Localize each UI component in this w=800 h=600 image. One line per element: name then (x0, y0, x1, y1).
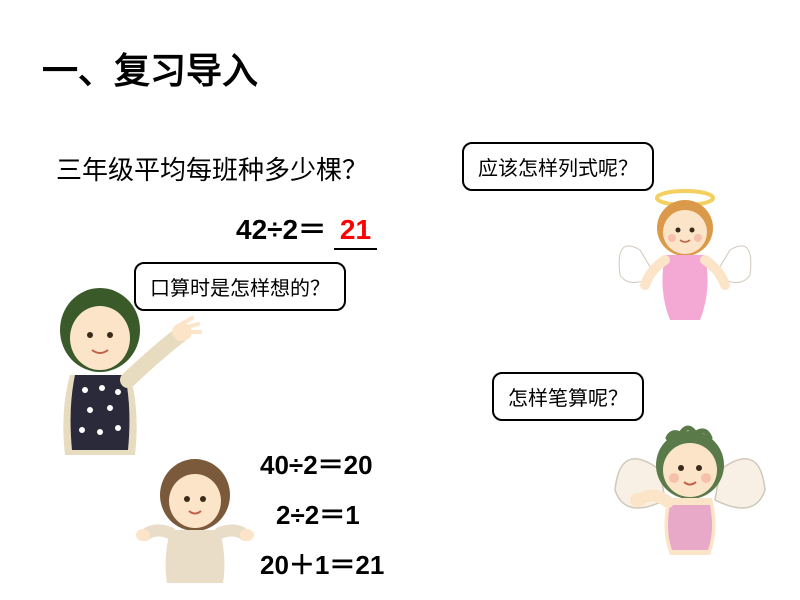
equation-expr: 42÷2＝ (236, 214, 326, 245)
fairy-top-character-icon (610, 180, 760, 330)
fairy-bottom-character-icon (610, 410, 770, 560)
step-line-1: 40÷2＝20 (260, 445, 373, 482)
teacher-character-icon (40, 280, 210, 460)
step-line-3: 20＋1＝21 (260, 545, 384, 582)
student-character-icon (135, 455, 255, 585)
section-title: 一、复习导入 (42, 42, 258, 94)
main-question: 三年级平均每班种多少棵？ (56, 150, 368, 187)
main-equation: 42÷2＝ 21 (236, 208, 377, 250)
step-line-2: 2÷2＝1 (276, 495, 360, 532)
equation-answer: 21 (334, 214, 377, 250)
